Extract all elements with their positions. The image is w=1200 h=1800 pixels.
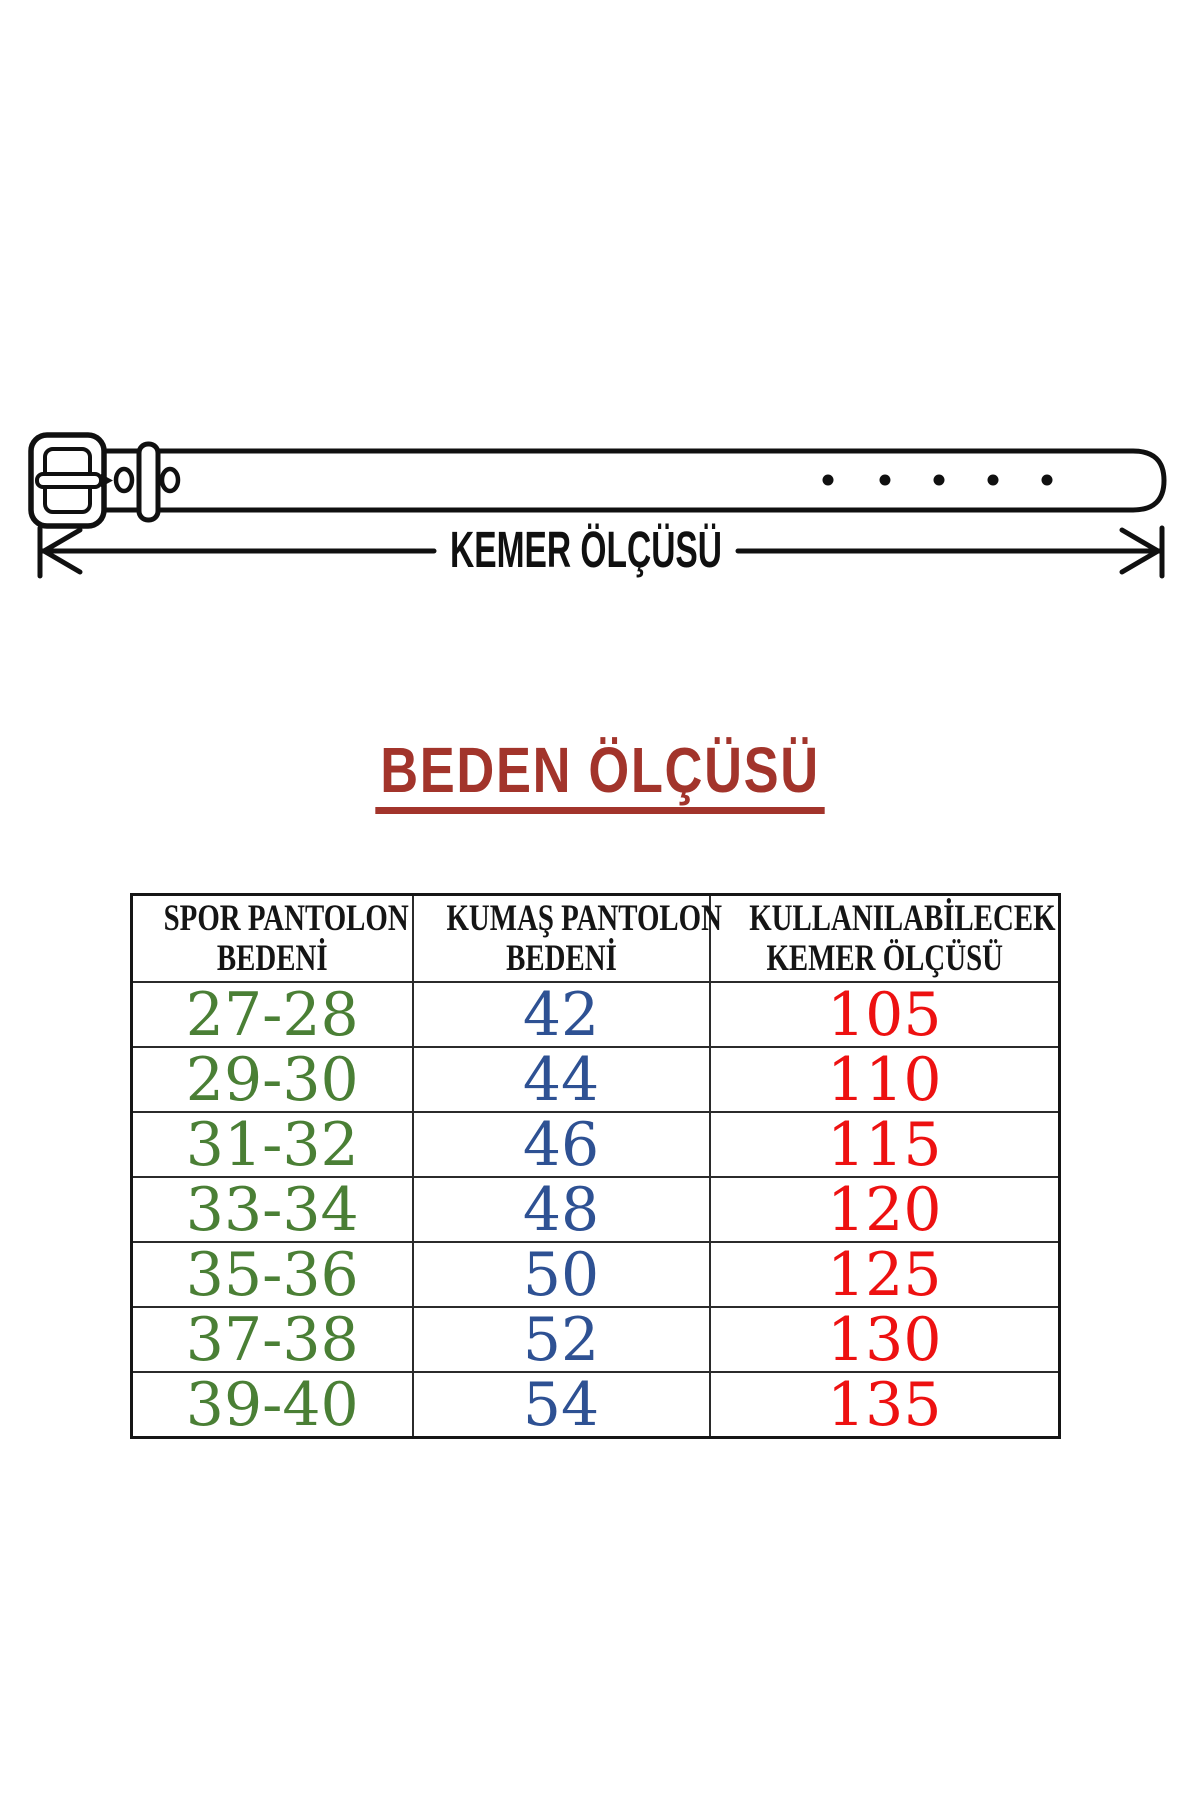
cell-kumas-beden: 42 bbox=[411, 981, 711, 1048]
belt-strap bbox=[93, 448, 1167, 513]
cell-kemer-olcusu: 105 bbox=[708, 981, 1061, 1048]
cell-kumas-beden: 50 bbox=[411, 1241, 711, 1308]
cell-kemer-olcusu: 110 bbox=[708, 1046, 1061, 1113]
dimension-arrow bbox=[37, 525, 1165, 579]
page-title: BEDEN ÖLÇÜSÜ bbox=[375, 738, 825, 814]
size-table: SPOR PANTOLON BEDENİ KUMAŞ PANTOLON BEDE… bbox=[130, 893, 1061, 1439]
belt-hole-left bbox=[113, 466, 135, 494]
belt-holes bbox=[822, 474, 1053, 486]
table-row: 31-32 46 115 bbox=[130, 1111, 1061, 1178]
table-row: 39-40 54 135 bbox=[130, 1371, 1061, 1439]
belt-length-label: KEMER ÖLÇÜSÜ bbox=[450, 521, 722, 578]
belt-illustration: KEMER ÖLÇÜSÜ bbox=[28, 432, 1167, 579]
cell-kemer-olcusu: 135 bbox=[708, 1371, 1061, 1439]
cell-kemer-olcusu: 120 bbox=[708, 1176, 1061, 1243]
col-header-kemer-olcusu: KULLANILABİLECEK KEMER ÖLÇÜSÜ bbox=[708, 893, 1061, 983]
belt-keeper bbox=[136, 441, 161, 523]
col-header-kumas-pantolon: KUMAŞ PANTOLON BEDENİ bbox=[411, 893, 721, 983]
cell-kemer-olcusu: 130 bbox=[708, 1306, 1061, 1373]
table-row: 27-28 42 105 bbox=[130, 981, 1061, 1048]
cell-kumas-beden: 48 bbox=[411, 1176, 711, 1243]
cell-spor-beden: 39-40 bbox=[130, 1371, 414, 1439]
buckle-prong bbox=[35, 472, 103, 489]
table-row: 29-30 44 110 bbox=[130, 1046, 1061, 1113]
table-row: 35-36 50 125 bbox=[130, 1241, 1061, 1308]
cell-kumas-beden: 44 bbox=[411, 1046, 711, 1113]
belt-hole-right bbox=[159, 466, 181, 494]
cell-kumas-beden: 54 bbox=[411, 1371, 711, 1439]
title-row: BEDEN ÖLÇÜSÜ bbox=[0, 738, 1200, 814]
cell-kemer-olcusu: 125 bbox=[708, 1241, 1061, 1308]
cell-spor-beden: 27-28 bbox=[130, 981, 414, 1048]
cell-kumas-beden: 46 bbox=[411, 1111, 711, 1178]
belt-buckle-icon bbox=[28, 432, 113, 529]
cell-spor-beden: 37-38 bbox=[130, 1306, 414, 1373]
cell-kemer-olcusu: 115 bbox=[708, 1111, 1061, 1178]
cell-spor-beden: 31-32 bbox=[130, 1111, 414, 1178]
cell-spor-beden: 29-30 bbox=[130, 1046, 414, 1113]
table-row: 37-38 52 130 bbox=[130, 1306, 1061, 1373]
cell-spor-beden: 35-36 bbox=[130, 1241, 414, 1308]
header-row: SPOR PANTOLON BEDENİ KUMAŞ PANTOLON BEDE… bbox=[130, 893, 1061, 983]
col-header-spor-pantolon: SPOR PANTOLON BEDENİ bbox=[130, 893, 414, 983]
cell-kumas-beden: 52 bbox=[411, 1306, 711, 1373]
cell-spor-beden: 33-34 bbox=[130, 1176, 414, 1243]
table-row: 33-34 48 120 bbox=[130, 1176, 1061, 1243]
